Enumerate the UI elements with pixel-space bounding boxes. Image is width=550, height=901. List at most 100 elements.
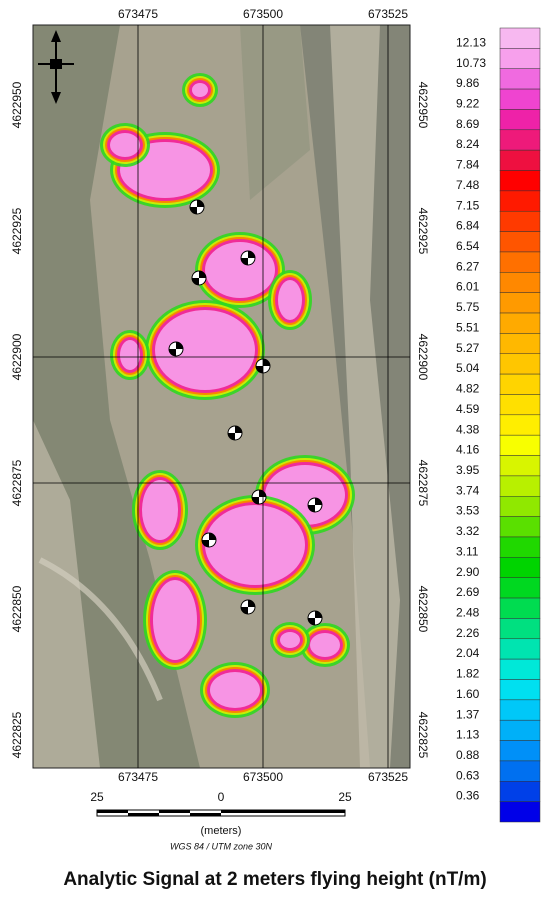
legend-label: 10.73: [456, 56, 486, 70]
legend-label: 2.69: [456, 585, 480, 599]
anomaly: [120, 340, 140, 370]
legend-label: 7.48: [456, 178, 480, 192]
legend-label: 5.27: [456, 341, 480, 355]
northing-label: 4622850: [416, 586, 430, 633]
legend-label: 2.04: [456, 646, 480, 660]
legend-swatch: [499, 272, 541, 293]
anomaly: [142, 480, 178, 540]
legend-label: 4.38: [456, 422, 480, 436]
legend-swatch: [499, 373, 541, 395]
legend-label: 9.22: [456, 97, 480, 111]
legend-swatch: [499, 27, 541, 49]
legend-label: 4.16: [456, 443, 480, 457]
legend-swatch: [499, 577, 541, 599]
legend-label: 5.51: [456, 320, 480, 334]
scale-unit: (meters): [201, 825, 242, 837]
legend-swatch: [499, 434, 541, 456]
datum: WGS 84 / UTM zone 30N: [170, 841, 273, 851]
north-arrow: [38, 30, 74, 104]
scale-label: 25: [90, 790, 104, 804]
legend-label: 12.13: [456, 35, 486, 49]
target-marker: [202, 533, 216, 547]
legend-label: 2.90: [456, 565, 480, 579]
northing-label: 4622825: [10, 711, 24, 758]
legend-label: 7.15: [456, 198, 480, 212]
legend-label: 6.27: [456, 259, 480, 273]
northing-label: 4622950: [416, 82, 430, 129]
anomaly: [278, 280, 302, 320]
anomaly: [192, 83, 208, 97]
legend-label: 3.11: [456, 544, 479, 558]
legend-swatch: [499, 190, 541, 212]
satellite-image: [33, 25, 410, 768]
scale-label: 25: [338, 790, 352, 804]
legend-swatch: [499, 394, 541, 416]
legend-swatch: [499, 251, 541, 273]
legend-swatch: [499, 129, 541, 151]
northing-label: 4622925: [416, 208, 430, 255]
legend-label: 0.88: [456, 748, 480, 762]
legend-label: 1.13: [456, 728, 480, 742]
legend-swatch: [499, 496, 541, 517]
legend-label: 1.60: [456, 687, 480, 701]
anomaly: [210, 672, 260, 708]
target-marker: [252, 490, 266, 504]
legend-swatch: [499, 516, 541, 538]
anomaly-layer: [100, 73, 355, 718]
legend-swatch: [499, 170, 541, 192]
legend-label: 9.86: [456, 76, 480, 90]
scale-bar: [96, 809, 346, 817]
legend-label: 4.82: [456, 382, 480, 396]
legend-label: 3.53: [456, 504, 480, 518]
legend-swatch: [499, 658, 541, 680]
anomaly: [205, 242, 275, 298]
northing-label: 4622900: [10, 333, 24, 380]
legend-swatch: [499, 210, 541, 232]
legend-swatch: [499, 719, 541, 741]
legend-label: 3.74: [456, 483, 480, 497]
legend-label: 0.36: [456, 789, 480, 803]
legend-swatch: [499, 149, 541, 171]
legend-swatch: [499, 740, 541, 762]
legend-label: 3.95: [456, 463, 480, 477]
legend-swatch: [499, 109, 541, 131]
legend-swatch: [499, 333, 541, 354]
legend-label: 6.84: [456, 219, 480, 233]
target-marker: [228, 426, 242, 440]
northing-label: 4622900: [416, 334, 430, 381]
legend-label: 5.75: [456, 300, 480, 314]
legend-label: 1.37: [456, 707, 480, 721]
legend-label: 4.59: [456, 402, 480, 416]
northing-label: 4622950: [10, 81, 24, 128]
northing-label: 4622850: [10, 585, 24, 632]
legend-swatch: [499, 312, 541, 334]
legend-label: 8.24: [456, 137, 480, 151]
legend-swatch: [499, 48, 541, 69]
legend-label: 6.54: [456, 239, 480, 253]
map-frame: [32, 24, 411, 769]
legend-swatch: [499, 292, 541, 314]
legend-swatch: [499, 781, 541, 802]
northing-label: 4622925: [10, 207, 24, 254]
easting-label: 673500: [243, 7, 283, 21]
legend-swatch: [499, 679, 541, 701]
target-marker: [308, 611, 322, 625]
legend-swatch: [499, 455, 541, 477]
legend-swatch: [499, 68, 541, 90]
legend-label: 8.69: [456, 117, 480, 131]
legend-swatch: [499, 475, 541, 497]
northing-label: 4622875: [416, 460, 430, 507]
legend-swatch: [499, 414, 541, 436]
anomaly: [155, 310, 255, 390]
legend-label: 0.63: [456, 768, 480, 782]
legend-label: 7.84: [456, 158, 480, 172]
legend-swatch: [499, 88, 541, 110]
legend-swatch: [499, 536, 541, 558]
legend-swatch: [499, 801, 541, 823]
scale-label: 0: [218, 790, 225, 804]
easting-label: 673500: [243, 770, 283, 784]
target-marker: [241, 600, 255, 614]
legend-swatch: [499, 597, 541, 619]
legend-label: 2.26: [456, 626, 480, 640]
